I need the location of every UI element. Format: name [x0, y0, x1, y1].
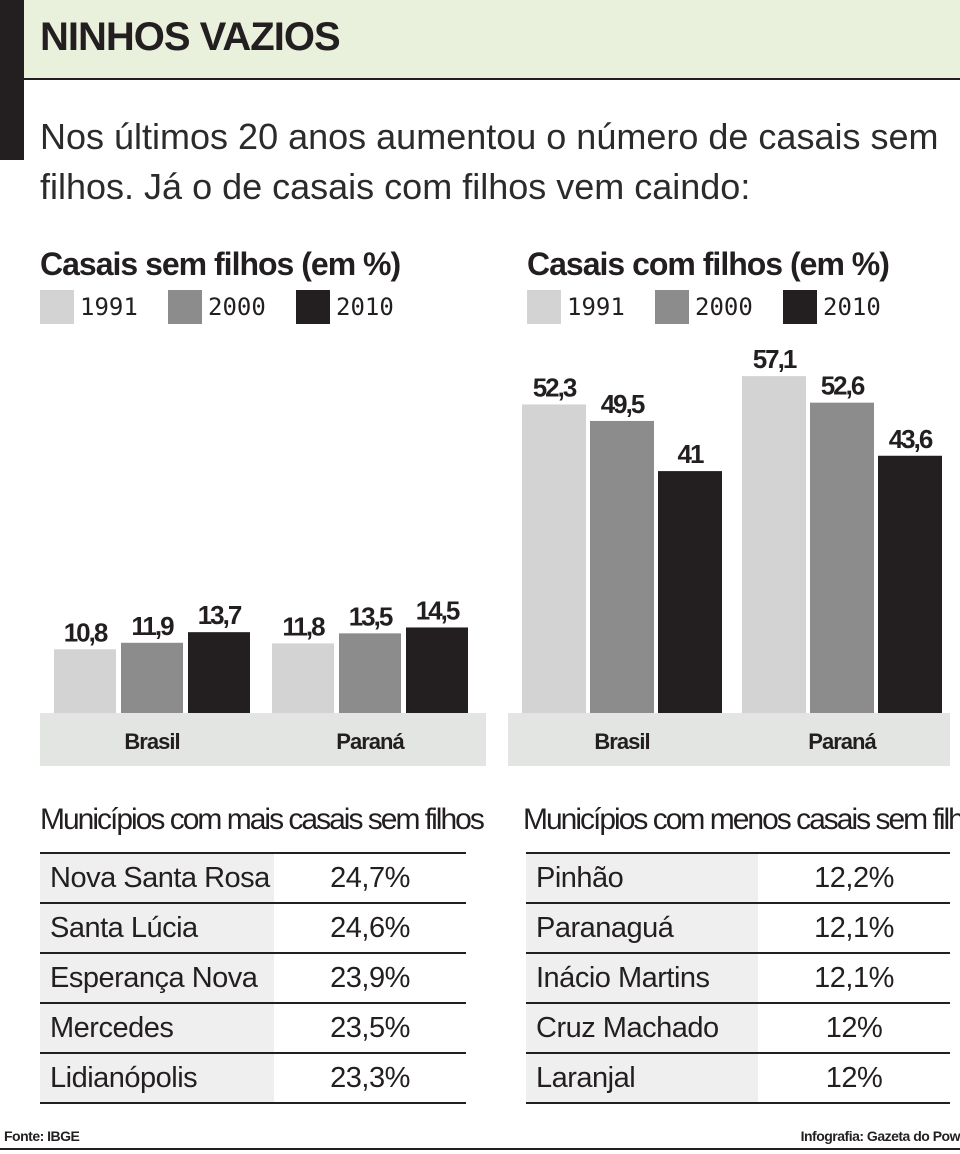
table-row: Lidianópolis 23,3%	[40, 1053, 466, 1104]
data-label: 52,3	[533, 372, 577, 402]
municipio-name: Paranaguá	[526, 903, 758, 954]
bar-2000-paraná	[339, 633, 401, 713]
data-label: 10,8	[64, 617, 108, 647]
municipio-name: Lidianópolis	[40, 1053, 274, 1104]
table-row: Mercedes 23,5%	[40, 1003, 466, 1054]
table-row: Pinhão 12,2%	[526, 853, 950, 904]
municipio-percent: 23,5%	[274, 1003, 466, 1054]
category-band	[40, 713, 486, 766]
municipio-percent: 12%	[758, 1053, 950, 1104]
data-label: 49,5	[601, 389, 645, 419]
table-menos-casais-sem-filhos: Pinhão 12,2% Paranaguá 12,1% Inácio Martins 1…	[526, 852, 950, 1104]
footer-rule	[0, 1148, 960, 1150]
category-label: Paraná	[808, 729, 877, 754]
data-label: 11,8	[282, 611, 325, 641]
bar-1991-paraná	[272, 643, 334, 713]
table-row: Paranaguá 12,1%	[526, 903, 950, 954]
municipio-percent: 12,2%	[758, 853, 950, 904]
bar-2010-paraná	[878, 455, 942, 713]
page-title: NINHOS VAZIOS	[40, 15, 341, 59]
municipio-name: Mercedes	[40, 1003, 274, 1054]
data-label: 41	[678, 439, 704, 469]
municipio-percent: 12%	[758, 1003, 950, 1054]
legend-label-1991: 1991	[80, 293, 138, 321]
table-row: Inácio Martins 12,1%	[526, 953, 950, 1004]
bar-2010-brasil	[658, 471, 722, 713]
legend-label-2010: 2010	[823, 293, 881, 321]
legend-swatch-2010	[783, 290, 817, 324]
municipio-percent: 24,7%	[274, 853, 466, 904]
header-band	[24, 0, 960, 80]
data-label: 14,5	[416, 595, 460, 625]
legend-swatch-2010	[296, 290, 330, 324]
legend-label-2000: 2000	[695, 293, 753, 321]
bar-2010-paraná	[406, 627, 468, 713]
municipio-percent: 24,6%	[274, 903, 466, 954]
legend-swatch-2000	[168, 290, 202, 324]
bar-2000-brasil	[121, 642, 183, 713]
table-row: Santa Lúcia 24,6%	[40, 903, 466, 954]
data-label: 13,5	[349, 601, 393, 631]
table-title-mais: Municípios com mais casais sem filhos	[40, 803, 485, 836]
footer-credit: Infografia: Gazeta do Pow	[800, 1128, 960, 1144]
category-label: Paraná	[336, 729, 405, 754]
municipio-name: Inácio Martins	[526, 953, 758, 1004]
legend-swatch-1991	[40, 290, 74, 324]
municipio-name: Cruz Machado	[526, 1003, 758, 1054]
municipio-percent: 12,1%	[758, 903, 950, 954]
intro-text: Nos últimos 20 anos aumentou o número de…	[40, 116, 939, 207]
bar-2010-brasil	[188, 632, 250, 713]
table-row: Esperança Nova 23,9%	[40, 953, 466, 1004]
category-band	[508, 713, 950, 766]
data-label: 11,9	[131, 611, 174, 641]
legend-swatch-2000	[655, 290, 689, 324]
chart-com-filhos: 52,3 49,5 41 Brasil 57,1 52,6 43,6 Paraná	[508, 344, 950, 766]
data-label: 52,6	[821, 371, 865, 401]
bar-2000-brasil	[590, 420, 654, 713]
municipio-percent: 23,3%	[274, 1053, 466, 1104]
data-label: 13,7	[198, 600, 242, 630]
bar-2000-paraná	[810, 402, 874, 713]
table-title-menos: Municípios com menos casais sem filhos	[523, 803, 960, 836]
bar-1991-brasil	[522, 404, 586, 713]
table-mais-casais-sem-filhos: Nova Santa Rosa 24,7% Santa Lúcia 24,6% Espe…	[40, 852, 466, 1104]
table-row: Cruz Machado 12%	[526, 1003, 950, 1054]
municipio-name: Laranjal	[526, 1053, 758, 1104]
chart-title-sem-filhos: Casais sem filhos (em %)	[40, 246, 401, 282]
header-accent-bar	[0, 0, 24, 160]
data-label: 43,6	[889, 424, 933, 454]
bar-1991-paraná	[742, 376, 806, 713]
chart-title-com-filhos: Casais com filhos (em %)	[527, 246, 890, 282]
municipio-name: Esperança Nova	[40, 953, 274, 1004]
chart-sem-filhos: 10,8 11,9 13,7 Brasil 11,8 13,5 14,5 Paraná	[40, 595, 486, 766]
bar-1991-brasil	[54, 649, 116, 713]
footer-source: Fonte: IBGE	[4, 1128, 80, 1144]
table-row: Laranjal 12%	[526, 1053, 950, 1104]
municipio-name: Nova Santa Rosa	[40, 853, 274, 904]
category-label: Brasil	[594, 729, 649, 754]
category-label: Brasil	[124, 729, 179, 754]
legend-label-2010: 2010	[336, 293, 394, 321]
municipio-name: Pinhão	[526, 853, 758, 904]
table-row: Nova Santa Rosa 24,7%	[40, 853, 466, 904]
municipio-name: Santa Lúcia	[40, 903, 274, 954]
municipio-percent: 12,1%	[758, 953, 950, 1004]
legend-label-2000: 2000	[208, 293, 266, 321]
legend-label-1991: 1991	[567, 293, 625, 321]
municipio-percent: 23,9%	[274, 953, 466, 1004]
data-label: 57,1	[753, 344, 797, 374]
legend-swatch-1991	[527, 290, 561, 324]
